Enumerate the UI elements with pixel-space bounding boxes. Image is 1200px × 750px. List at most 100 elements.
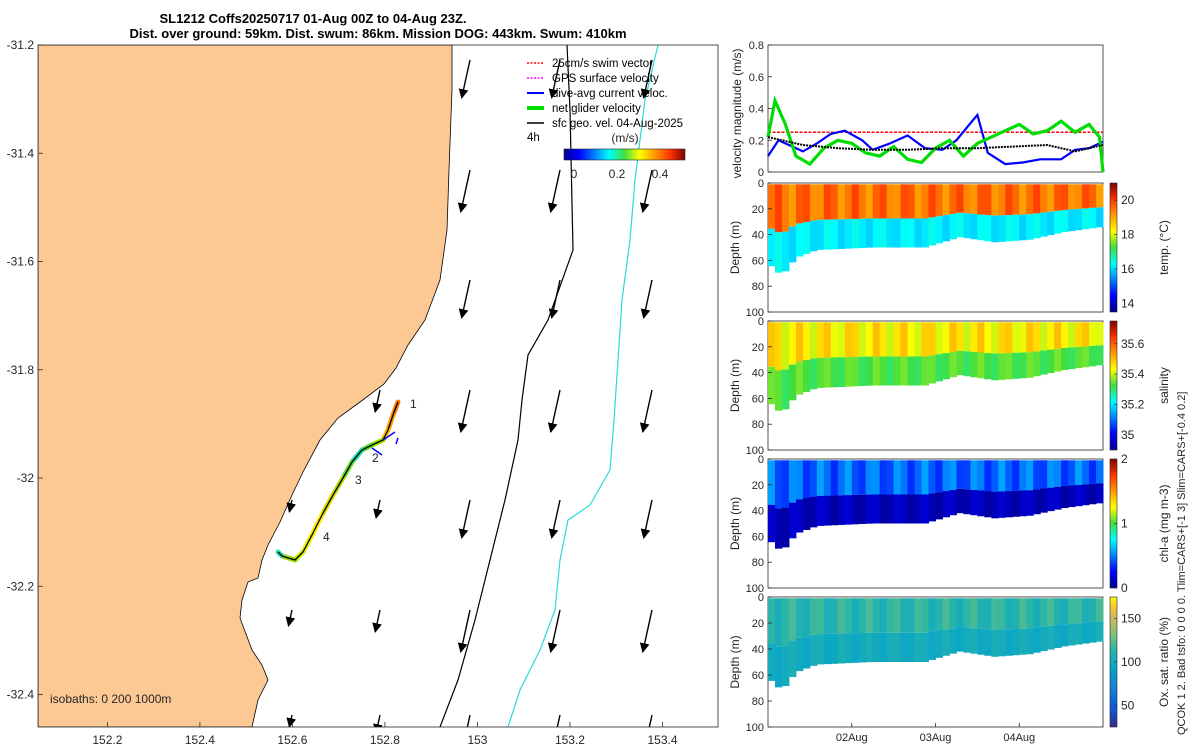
map-ytick-label-1: -31.4 bbox=[7, 146, 35, 160]
temperature-cell-upper-3 bbox=[788, 184, 797, 227]
salinity-cell-upper-28 bbox=[963, 322, 971, 352]
salinity-cell-upper-5 bbox=[802, 322, 811, 361]
chlorophyll-cell-lower-4 bbox=[795, 499, 804, 533]
chlorophyll-cell-lower-37 bbox=[1026, 490, 1034, 516]
salinity-cell-upper-37 bbox=[1026, 322, 1034, 353]
temperature-cell-upper-7 bbox=[816, 184, 825, 220]
chlorophyll-cell-upper-42 bbox=[1061, 460, 1069, 486]
geo-vector-12 bbox=[639, 389, 653, 433]
temperature-cell-upper-46 bbox=[1089, 184, 1097, 208]
oxygen-cell-lower-8 bbox=[823, 633, 832, 665]
velocity-ytick-label-2: 0.4 bbox=[749, 104, 764, 116]
temperature-cell-lower-35 bbox=[1012, 214, 1020, 241]
salinity-cbar-tick-label-3: 35.6 bbox=[1121, 337, 1145, 351]
chlorophyll-cell-upper-25 bbox=[942, 460, 950, 492]
map-ytick-label-4: -32 bbox=[17, 471, 35, 485]
temperature-cell-upper-47 bbox=[1096, 184, 1104, 208]
geo-vector-24 bbox=[373, 714, 383, 727]
temperature-cell-lower-44 bbox=[1075, 208, 1083, 231]
temperature-cell-upper-4 bbox=[795, 184, 804, 224]
oxygen-cell-lower-29 bbox=[970, 628, 978, 654]
oxygen-cell-lower-5 bbox=[802, 636, 811, 669]
temperature-cell-lower-47 bbox=[1096, 207, 1104, 228]
chlorophyll-cell-upper-24 bbox=[935, 460, 943, 493]
oxygen-cell-upper-17 bbox=[886, 598, 895, 633]
temperature-cell-upper-37 bbox=[1026, 184, 1034, 215]
oxygen-cell-upper-22 bbox=[921, 598, 930, 633]
temperature-cell-lower-7 bbox=[816, 219, 825, 250]
geo-vector-9 bbox=[372, 389, 382, 413]
salinity-cell-upper-32 bbox=[991, 322, 999, 354]
oxygen-cell-lower-21 bbox=[914, 632, 923, 662]
salinity-cell-lower-21 bbox=[914, 356, 923, 386]
chlorophyll-ylabel: Depth (m) bbox=[728, 497, 742, 550]
map-xtick-label-5: 153.2 bbox=[555, 733, 585, 747]
chlorophyll-cell-lower-20 bbox=[907, 494, 916, 524]
temperature-cell-lower-2 bbox=[781, 231, 790, 272]
map-xtick-label-0: 152.2 bbox=[92, 733, 122, 747]
chlorophyll-cell-upper-16 bbox=[879, 460, 888, 495]
geo-vector-19 bbox=[372, 609, 382, 633]
chlorophyll-cell-upper-17 bbox=[886, 460, 895, 495]
temperature-cell-lower-11 bbox=[844, 219, 853, 249]
oxygen-xtick-label-2: 04Aug bbox=[1003, 732, 1035, 744]
chlorophyll-cell-lower-22 bbox=[921, 494, 930, 524]
chlorophyll-cell-upper-38 bbox=[1033, 460, 1041, 490]
salinity-cell-lower-4 bbox=[795, 361, 804, 395]
chlorophyll-cell-upper-14 bbox=[865, 460, 874, 495]
oxygen-cell-lower-30 bbox=[977, 628, 985, 655]
oxygen-ytick-label-5: 100 bbox=[746, 722, 764, 734]
velocity-ytick-label-4: 0.8 bbox=[749, 40, 764, 52]
salinity-cell-upper-40 bbox=[1047, 322, 1055, 350]
oxygen-cell-lower-18 bbox=[893, 632, 902, 662]
chlorophyll-cell-upper-19 bbox=[900, 460, 909, 495]
salinity-cell-upper-23 bbox=[928, 322, 936, 356]
chlorophyll-cell-lower-33 bbox=[998, 491, 1006, 518]
temperature-cell-lower-32 bbox=[991, 215, 999, 243]
salinity-cell-lower-11 bbox=[844, 357, 853, 387]
salinity-cell-lower-25 bbox=[942, 353, 950, 380]
oxygen-cell-upper-11 bbox=[844, 598, 853, 634]
chlorophyll-panel: 0 20 40 60 80 100 Depth (m) 0 1 2 chl-a (mg m-3) bbox=[728, 452, 1171, 595]
chlorophyll-cell-lower-43 bbox=[1068, 485, 1076, 508]
oxygen-cell-upper-36 bbox=[1019, 598, 1027, 629]
chlorophyll-cell-upper-40 bbox=[1047, 460, 1055, 488]
oxygen-cell-upper-46 bbox=[1089, 598, 1097, 623]
salinity-ytick-label-5: 100 bbox=[746, 445, 764, 457]
temperature-cell-lower-46 bbox=[1089, 207, 1097, 229]
salinity-cell-upper-12 bbox=[851, 322, 860, 357]
chlorophyll-cell-lower-29 bbox=[970, 489, 978, 516]
map-xtick-label-4: 153 bbox=[467, 733, 487, 747]
chlorophyll-ytick-label-0: 0 bbox=[758, 454, 764, 466]
oxygen-cell-lower-46 bbox=[1089, 622, 1097, 643]
oxygen-ytick-label-4: 80 bbox=[752, 696, 764, 708]
salinity-cell-lower-6 bbox=[809, 358, 818, 390]
salinity-cell-lower-20 bbox=[907, 356, 916, 386]
geo-vector-11 bbox=[547, 389, 561, 433]
colorbar-tick-0: 0 bbox=[571, 167, 578, 181]
track-label-2: 2 bbox=[372, 451, 379, 465]
oxygen-cell-upper-9 bbox=[830, 598, 839, 634]
chlorophyll-cbar-label: chl-a (mg m-3) bbox=[1157, 484, 1171, 562]
temperature-cell-upper-41 bbox=[1054, 184, 1062, 211]
chlorophyll-cell-lower-10 bbox=[837, 495, 846, 525]
geo-vector-23 bbox=[286, 714, 297, 727]
oxygen-cell-upper-32 bbox=[991, 598, 999, 630]
temperature-cell-upper-8 bbox=[823, 184, 832, 220]
oxygen-cell-lower-4 bbox=[795, 637, 804, 672]
temperature-cell-lower-38 bbox=[1033, 213, 1041, 239]
geo-vector-5 bbox=[639, 169, 653, 213]
oxygen-cell-lower-45 bbox=[1082, 622, 1090, 644]
qc-side-label: QCOK 1 2. Bad tsfo: 0 0 0 0. Tlim=CARS+[… bbox=[1176, 392, 1188, 735]
chlorophyll-cell-lower-25 bbox=[942, 491, 950, 518]
salinity-cell-lower-16 bbox=[879, 356, 888, 386]
chlorophyll-cell-lower-39 bbox=[1040, 488, 1048, 513]
oxygen-cell-lower-27 bbox=[956, 627, 964, 652]
chlorophyll-cell-lower-44 bbox=[1075, 484, 1083, 507]
temperature-cbar-tick-label-2: 18 bbox=[1121, 228, 1135, 242]
chlorophyll-cell-lower-19 bbox=[900, 494, 909, 524]
temperature-cell-upper-0 bbox=[768, 184, 776, 229]
oxygen-cell-upper-45 bbox=[1082, 598, 1090, 623]
chlorophyll-ytick-label-3: 60 bbox=[752, 531, 764, 543]
